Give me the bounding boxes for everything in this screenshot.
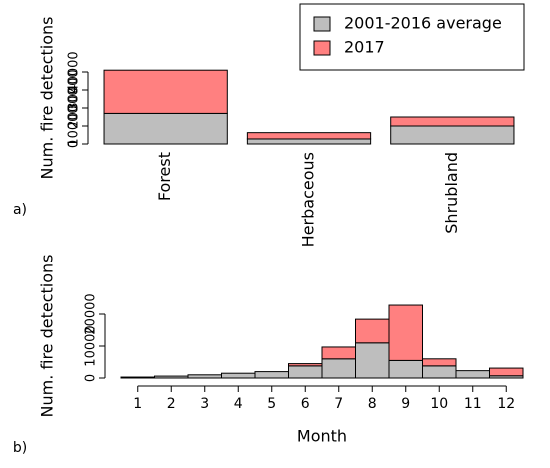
y-tick-label: 30000 [67,69,82,110]
x-tick-label: 8 [368,396,377,412]
bar-segment [455,370,490,379]
bar-segment [321,346,356,360]
y-tick-label: 20000 [84,293,99,334]
y-tick-label: 0 [84,374,99,382]
y-axis-label: Num. fire detections [38,17,57,180]
x-tick-label: Shrubland [442,152,461,234]
y-tick-label: 10000 [84,325,99,366]
bar-segment [154,375,189,379]
bar-segment [254,371,289,379]
bar-segment [422,365,457,379]
x-tick-label: 3 [200,396,209,412]
y-tick-label: 40000 [67,51,82,92]
bar-segment [388,304,423,361]
x-tick-label: Forest [155,152,174,201]
bar-segment [246,132,372,140]
bar-segment [422,358,457,367]
bar-segment [489,367,524,377]
legend-swatch [313,40,331,56]
x-axis-label: Month [297,427,347,446]
bar-segment [288,363,323,367]
x-tick-label: Herbaceous [299,152,318,247]
x-tick-label: 11 [464,396,482,412]
legend-label: 2001-2016 average [344,14,502,33]
bar-segment [187,374,222,379]
bar-segment [355,342,390,379]
bar-segment [103,112,228,145]
x-tick-label: 5 [267,396,276,412]
x-tick-label: 9 [401,396,410,412]
x-tick-label: 1 [133,396,142,412]
bar-segment [120,376,155,379]
bar-segment [221,372,256,379]
bar-segment [288,365,323,379]
y-tick-label: 0 [67,140,82,148]
bar-segment [246,138,372,145]
panel-label: b) [13,440,27,456]
x-tick-label: 12 [497,396,515,412]
x-tick-label: 4 [234,396,243,412]
bar-segment [321,358,356,379]
bar-segment [388,359,423,379]
x-tick-label: 10 [430,396,448,412]
panel-label: a) [13,202,27,218]
bar-segment [355,318,390,344]
y-tick-label: 10000 [67,105,82,146]
bar-segment [390,116,515,127]
y-axis-label: Num. fire detections [38,255,57,418]
legend-label: 2017 [344,38,385,57]
x-tick-label: 2 [167,396,176,412]
x-tick-label: 6 [301,396,310,412]
y-tick-label: 20000 [67,87,82,128]
bar-segment [103,69,228,114]
legend-box [299,3,525,71]
x-tick-label: 7 [334,396,343,412]
legend-swatch [313,16,331,32]
bar-segment [390,125,515,145]
